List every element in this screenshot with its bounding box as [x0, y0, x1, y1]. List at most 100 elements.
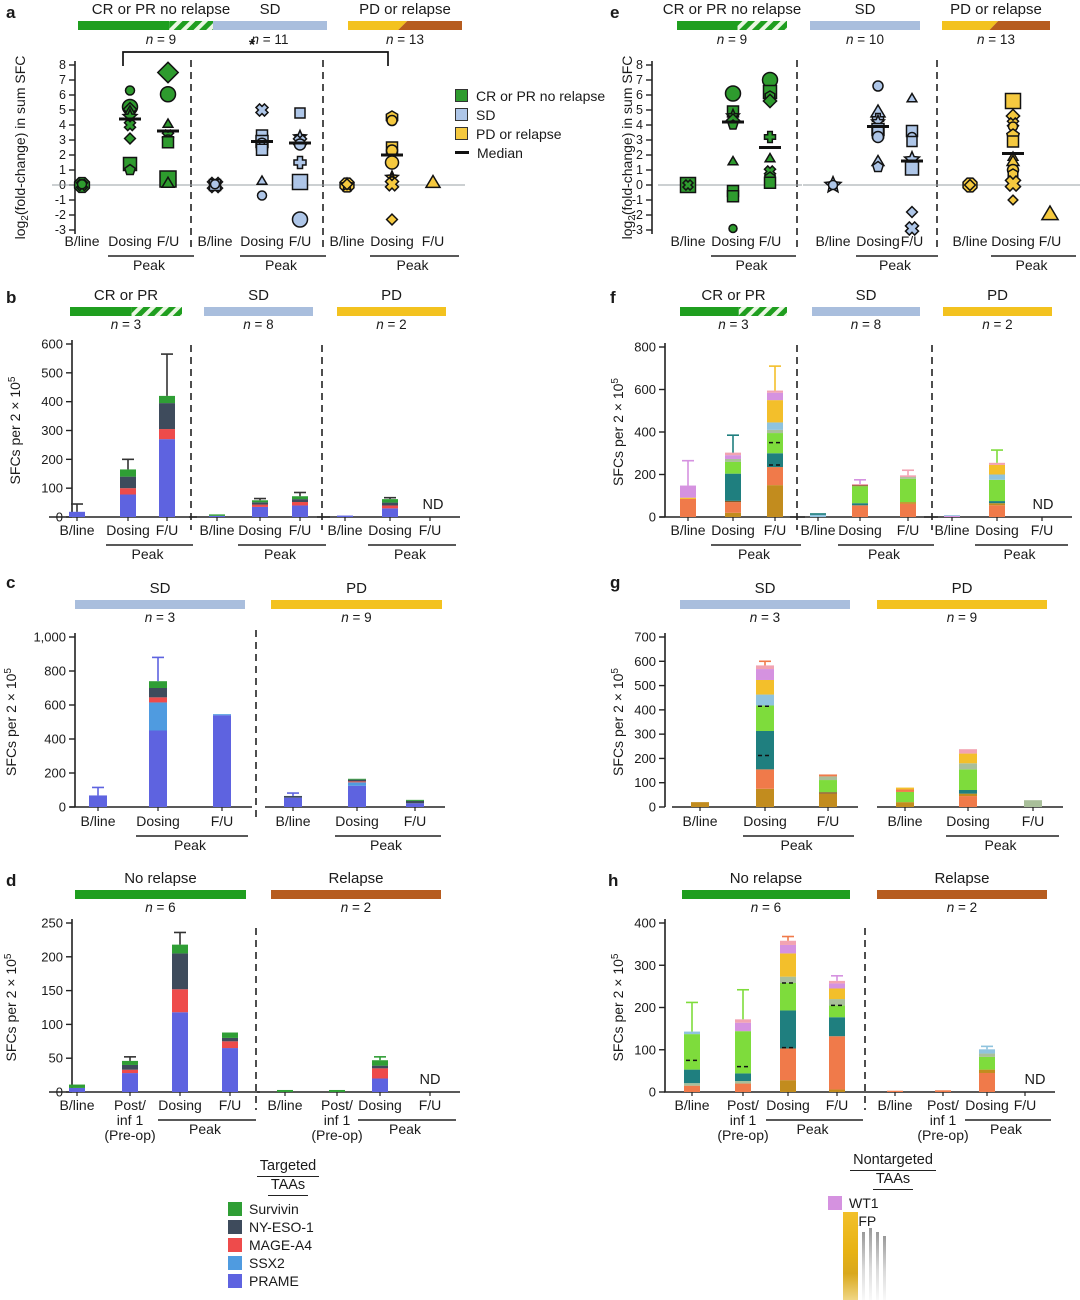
- y-tick-label: 600: [41, 337, 63, 352]
- legend-nontargeted-title: Nontargeted TAAs: [828, 1152, 958, 1190]
- peak-label: Peak: [879, 257, 912, 273]
- bar-segment-nyeso: [222, 1037, 238, 1042]
- bar-segment-prame: [382, 508, 398, 517]
- median-dash: [289, 141, 311, 145]
- y-tick-label: 0: [59, 800, 66, 815]
- x-category-label: Dosing: [975, 522, 1019, 538]
- y-tick-label: 8: [636, 58, 643, 72]
- bar-segment-mustard: [819, 793, 837, 807]
- scatter-point-square: [294, 107, 306, 119]
- nd-label: ND: [420, 1072, 441, 1088]
- x-category-label: Dosing: [711, 522, 755, 538]
- x-category-label: Dosing: [136, 813, 180, 829]
- peak-label: Peak: [264, 546, 297, 562]
- scatter-point-pentagon: [871, 160, 885, 173]
- median-dash: [119, 117, 141, 121]
- group-bar: [812, 307, 920, 316]
- y-tick-label: 800: [44, 664, 66, 679]
- group-bar-hatched: [738, 307, 787, 316]
- bar-segment-salmon: [756, 769, 774, 789]
- bar-segment-pink: [756, 665, 774, 670]
- y-tick-label: 400: [41, 394, 63, 409]
- x-category-label: Dosing: [991, 233, 1035, 249]
- bar-segment-sage: [780, 976, 796, 983]
- group-title: No relapse: [730, 870, 803, 887]
- n-label: n = 6: [751, 900, 781, 915]
- y-axis-title: SFCs per 2 × 105: [610, 953, 626, 1061]
- bar-segment-survivin: [159, 395, 175, 404]
- y-tick-label: 600: [634, 382, 656, 397]
- legend-item-label: Median: [477, 144, 523, 161]
- y-tick-label: 400: [44, 732, 66, 747]
- bar-segment-prame: [69, 1087, 85, 1092]
- scatter-point-x: [254, 102, 270, 118]
- group-title: CR or PR: [94, 287, 158, 304]
- bar-segment-sky: [810, 514, 826, 517]
- legend-item-label: Survivin: [249, 1201, 299, 1217]
- scatter-point-x: [681, 178, 695, 192]
- peak-label: Peak: [736, 257, 769, 273]
- scatter-point-triangle: [160, 175, 176, 189]
- bar-segment-brown: [819, 792, 837, 794]
- bar-segment-nyeso: [292, 499, 308, 503]
- bar-segment-nyeso: [149, 688, 167, 698]
- y-tick-label: -3: [55, 223, 66, 237]
- group-title: CR or PR no relapse: [663, 1, 801, 18]
- bar-segment-violet: [944, 515, 960, 517]
- y-tick-label: 2: [59, 148, 66, 162]
- bar-segment-pink: [767, 390, 783, 393]
- scatter-point-circle: [256, 190, 268, 201]
- bar-segment-sky: [979, 1049, 995, 1054]
- bar-segment-mustard: [989, 503, 1005, 506]
- group-title: CR or PR no relapse: [92, 1, 230, 18]
- scatter-point-square: [291, 173, 309, 191]
- x-category-label: Dosing: [370, 233, 414, 249]
- y-tick-label: 700: [634, 630, 656, 645]
- peak-label: Peak: [1016, 257, 1049, 273]
- bar-segment-violet: [735, 1022, 751, 1032]
- bar-segment-green: [767, 433, 783, 454]
- y-tick-label: 300: [634, 958, 656, 973]
- panel-f-chart: f CR or PR n = 3 SD n = 8 PD n = 2 0 200 400 600 80…: [610, 287, 1072, 562]
- significance-star: *: [249, 37, 256, 54]
- n-label: n = 2: [376, 317, 406, 332]
- scatter-point-circle: [76, 179, 88, 190]
- bar-segment-survivin: [252, 500, 268, 503]
- bar-segment-survivin: [382, 499, 398, 503]
- y-tick-label: -1: [55, 193, 66, 207]
- x-category-label: F/U: [817, 813, 840, 829]
- bar-segment-nyeso: [284, 795, 302, 798]
- y-tick-label: 1: [636, 163, 643, 177]
- legend-targeted-title-line2: TAAs: [267, 1177, 309, 1196]
- n-label: n = 8: [243, 317, 273, 332]
- y-tick-label: 4: [636, 118, 643, 132]
- scatter-point-circle: [159, 86, 177, 103]
- group-bar-solid: [677, 21, 738, 30]
- bar-segment-salmon: [780, 1048, 796, 1081]
- y-tick-label: 200: [634, 467, 656, 482]
- panel-h-chart: h No relapse n = 6 Relapse n = 2 0 100 200 300 40…: [608, 870, 1055, 1143]
- bar-segment-mage: [372, 1068, 388, 1079]
- y-tick-label: 400: [634, 916, 656, 931]
- x-category-label: F/U: [1031, 522, 1054, 538]
- bar-segment-survivin: [277, 1089, 293, 1092]
- y-tick-label: 3: [59, 133, 66, 147]
- bar-segment-prame: [222, 1048, 238, 1092]
- bar-segment-violet: [767, 392, 783, 401]
- bar-segment-survivin: [209, 514, 225, 516]
- y-tick-label: 1,000: [33, 630, 66, 645]
- group-bar-yellow: [348, 21, 408, 30]
- bar-segment-green: [852, 486, 868, 504]
- y-axis-title: log2(fold-change) in sum SFC: [619, 56, 638, 240]
- legend-item-mage-a4: MAGE-A4: [228, 1236, 348, 1254]
- legend-item-label: SSX2: [249, 1255, 285, 1271]
- group-bar: [337, 307, 446, 316]
- x-category-label: B/line: [682, 813, 717, 829]
- bar-segment-nyeso: [252, 502, 268, 505]
- y-tick-label: 0: [649, 800, 656, 815]
- group-bar-hatched: [169, 21, 244, 30]
- x-category-label: B/line: [199, 522, 234, 538]
- nd-label: ND: [423, 497, 444, 513]
